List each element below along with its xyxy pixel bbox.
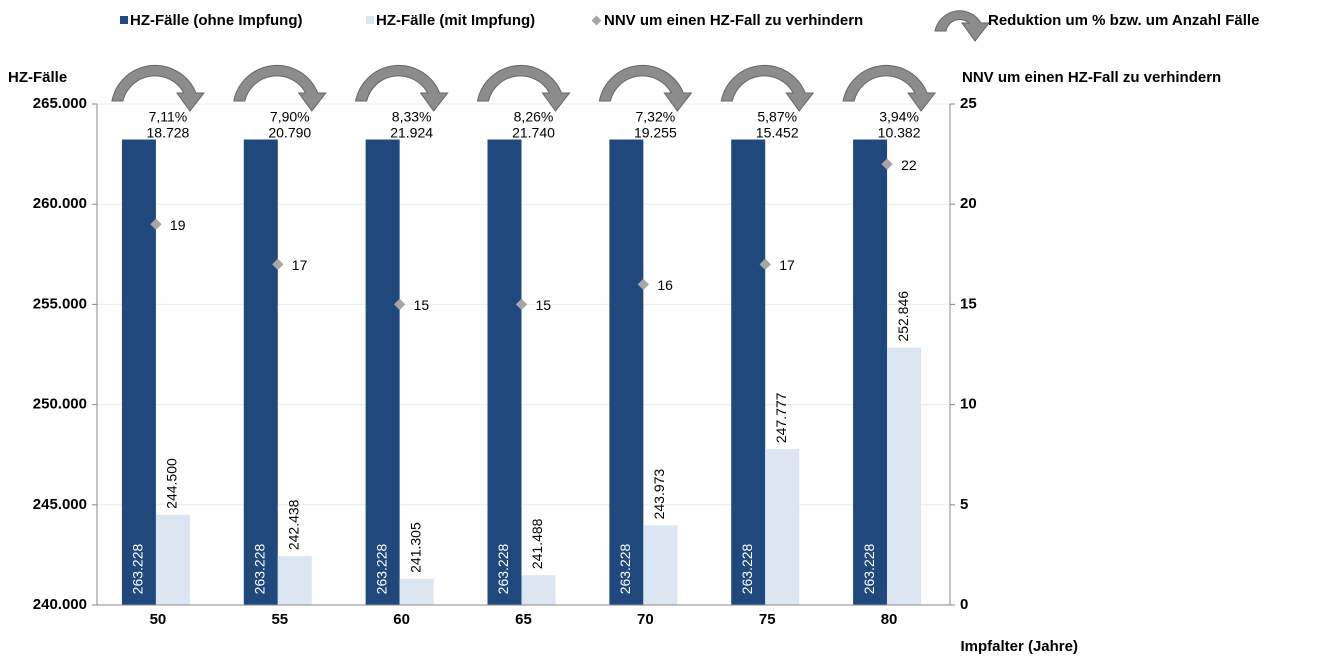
- nnv-label: 15: [414, 297, 430, 313]
- value-label: 241.305: [407, 522, 423, 573]
- y2-tick-label: 0: [960, 596, 968, 613]
- bar: [365, 139, 400, 606]
- x-tick-label: 60: [393, 611, 410, 628]
- reduction-percent: 7,32%: [636, 109, 676, 125]
- bar: [731, 139, 766, 606]
- value-label: 263.228: [861, 543, 877, 594]
- y-tick-label: 255.000: [33, 295, 87, 312]
- nnv-marker: [637, 278, 650, 291]
- reduction-percent: 7,90%: [270, 109, 310, 125]
- nnv-marker: [272, 258, 284, 270]
- y2-tick-label: 5: [960, 496, 968, 513]
- bar: [521, 575, 556, 605]
- bar: [155, 514, 190, 605]
- y2-axis-title: NNV um einen HZ-Fall zu verhindern: [962, 69, 1221, 86]
- legend-label: Reduktion um % bzw. um Anzahl Fälle: [988, 12, 1259, 29]
- legend-swatch: [366, 16, 374, 24]
- nnv-marker: [393, 298, 406, 311]
- reduction-percent: 7,11%: [149, 109, 188, 125]
- bar: [765, 449, 800, 605]
- reduction-cases: 15.452: [756, 125, 799, 141]
- reduction-cases: 18.728: [147, 125, 190, 141]
- x-tick-label: 70: [637, 611, 654, 628]
- value-label: 252.846: [895, 291, 911, 342]
- nnv-label: 17: [292, 257, 308, 273]
- x-axis-title: Impfalter (Jahre): [960, 638, 1078, 655]
- y2-tick-label: 15: [960, 295, 977, 312]
- legend-label: NNV um einen HZ-Fall zu verhindern: [604, 12, 863, 29]
- bar: [121, 139, 156, 606]
- legend-label: HZ-Fälle (ohne Impfung): [130, 12, 302, 29]
- legend-arc: [934, 10, 991, 42]
- value-label: 247.777: [773, 392, 789, 443]
- x-tick-label: 55: [271, 611, 288, 628]
- y2-tick-label: 20: [960, 195, 977, 212]
- reduction-cases: 21.740: [512, 125, 555, 141]
- value-label: 242.438: [285, 499, 301, 550]
- reduction-cases: 21.924: [390, 125, 433, 141]
- nnv-marker: [759, 258, 771, 270]
- reduction-arc: [598, 64, 693, 112]
- legend-swatch: [591, 15, 602, 26]
- value-label: 243.973: [651, 469, 667, 520]
- reduction-arc: [476, 64, 571, 112]
- nnv-label: 17: [779, 257, 795, 273]
- bar: [277, 556, 312, 605]
- value-label: 263.228: [373, 543, 389, 594]
- nnv-marker: [515, 298, 528, 311]
- x-tick-label: 80: [881, 611, 898, 628]
- legend-swatch: [120, 16, 128, 24]
- reduction-arc: [720, 64, 815, 112]
- legend-label: HZ-Fälle (mit Impfung): [376, 12, 535, 29]
- nnv-label: 19: [170, 217, 186, 233]
- y2-tick-label: 25: [960, 95, 977, 112]
- value-label: 241.488: [529, 518, 545, 569]
- y-tick-label: 245.000: [33, 496, 87, 513]
- reduction-arc: [111, 64, 205, 112]
- reduction-percent: 8,26%: [514, 109, 554, 125]
- y-axis-title: HZ-Fälle: [8, 69, 67, 86]
- reduction-arc: [842, 64, 937, 112]
- reduction-percent: 8,33%: [392, 109, 432, 125]
- bar: [643, 525, 678, 605]
- y-tick-label: 240.000: [33, 596, 87, 613]
- x-tick-label: 50: [150, 611, 167, 628]
- value-label: 263.228: [617, 543, 633, 594]
- bar: [609, 139, 644, 606]
- nnv-label: 22: [901, 157, 917, 173]
- y-tick-label: 265.000: [33, 95, 87, 112]
- value-label: 263.228: [251, 543, 267, 594]
- y-tick-label: 250.000: [33, 396, 87, 413]
- nnv-label: 16: [657, 277, 673, 293]
- value-label: 263.228: [130, 543, 146, 594]
- bar: [887, 347, 922, 605]
- nnv-marker: [150, 218, 162, 230]
- bar: [487, 139, 522, 606]
- reduction-arc: [233, 64, 327, 112]
- reduction-percent: 5,87%: [757, 109, 797, 125]
- x-tick-label: 65: [515, 611, 532, 628]
- bar: [853, 139, 888, 606]
- reduction-cases: 20.790: [268, 125, 311, 141]
- x-tick-label: 75: [759, 611, 776, 628]
- value-label: 263.228: [495, 543, 511, 594]
- bar: [243, 139, 278, 606]
- reduction-percent: 3,94%: [879, 109, 919, 125]
- reduction-cases: 10.382: [878, 125, 921, 141]
- reduction-cases: 19.255: [634, 125, 677, 141]
- nnv-marker: [881, 158, 893, 170]
- value-label: 263.228: [739, 543, 755, 594]
- y2-tick-label: 10: [960, 396, 977, 413]
- value-label: 244.500: [164, 458, 180, 509]
- nnv-label: 15: [536, 297, 552, 313]
- bar: [399, 578, 434, 605]
- reduction-arc: [355, 64, 449, 112]
- y-tick-label: 260.000: [33, 195, 87, 212]
